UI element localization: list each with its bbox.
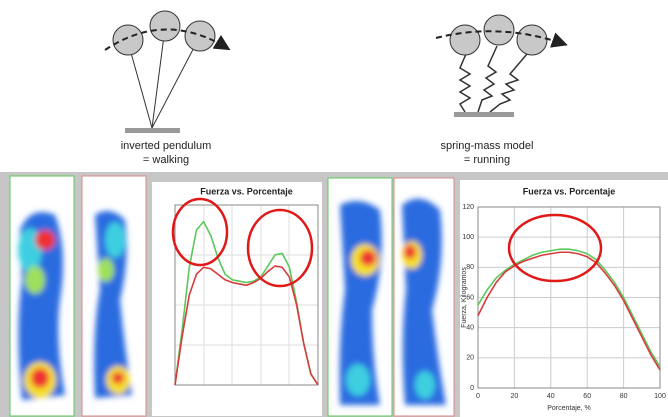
x-tick-label: 100 <box>654 393 666 400</box>
y-tick-label: 0 <box>470 385 474 392</box>
x-tick-label: 40 <box>547 393 555 400</box>
caption: inverted pendulum <box>121 140 212 152</box>
caption: spring-mass model <box>441 140 534 152</box>
x-tick-label: 60 <box>583 393 591 400</box>
caption: = walking <box>143 154 189 166</box>
chart-title: Fuerza vs. Porcentaje <box>523 186 616 196</box>
figure: inverted pendulum = walking spring-mass … <box>0 0 668 417</box>
chart-title: Fuerza vs. Porcentaje <box>200 186 293 196</box>
y-axis-label: Fuerza, Kilogramos <box>461 267 468 328</box>
x-axis-label: Porcentaje, % <box>547 405 591 412</box>
y-tick-label: 100 <box>462 234 474 241</box>
x-tick-label: 0 <box>476 393 480 400</box>
x-tick-label: 80 <box>620 393 628 400</box>
caption: = running <box>464 154 510 166</box>
y-tick-label: 20 <box>466 355 474 362</box>
spring-diagram: spring-mass model = running <box>436 15 564 166</box>
y-tick-label: 120 <box>462 204 474 211</box>
pendulum-diagram: inverted pendulum = walking <box>105 11 227 166</box>
x-tick-label: 20 <box>511 393 519 400</box>
